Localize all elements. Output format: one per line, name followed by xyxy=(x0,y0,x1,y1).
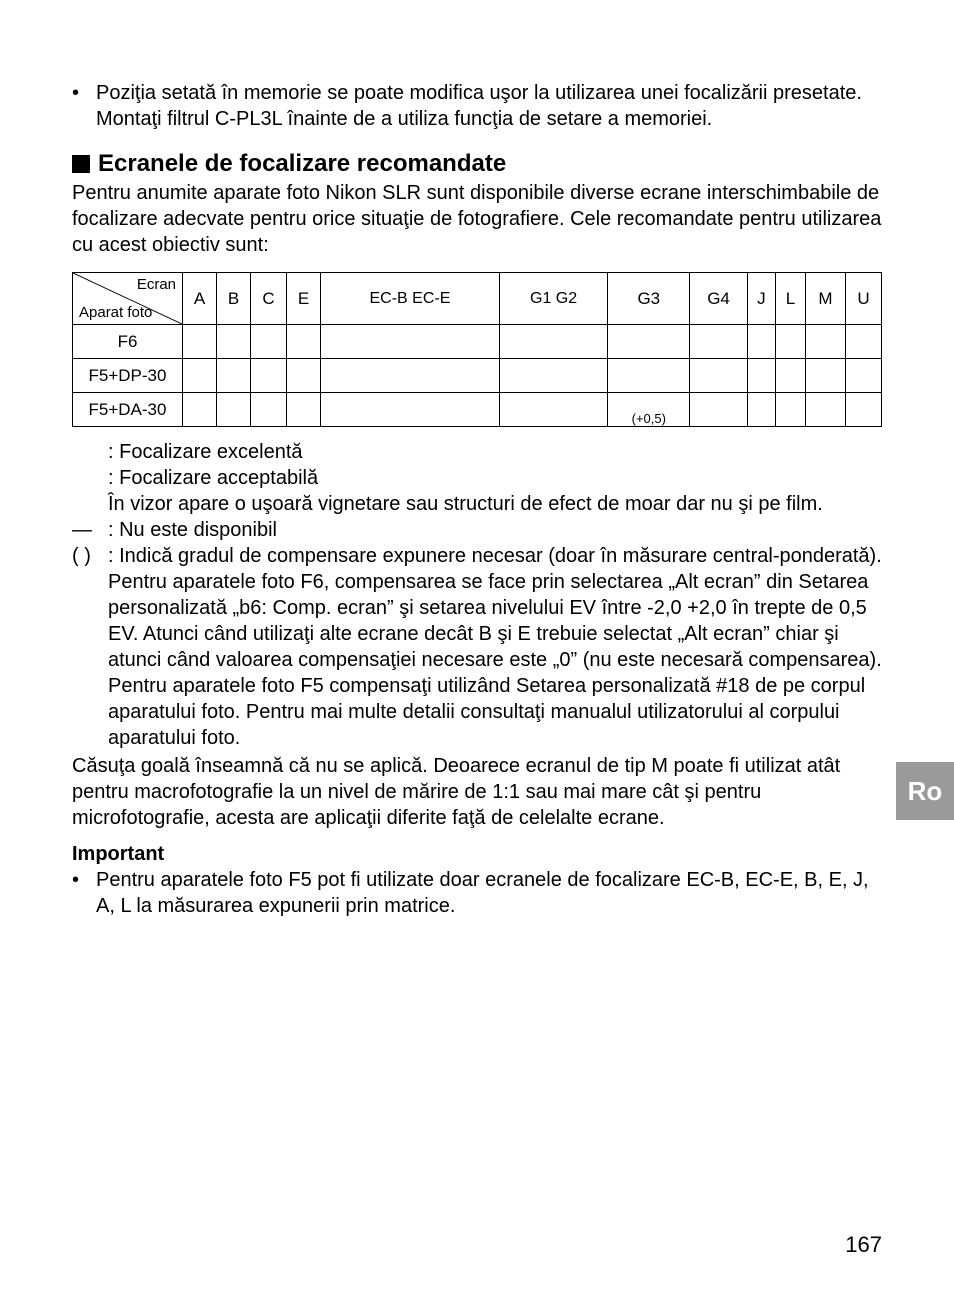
cell xyxy=(499,325,608,359)
top-note: • Poziţia setată în memorie se poate mod… xyxy=(72,80,882,132)
cell xyxy=(321,393,500,427)
cell xyxy=(183,393,217,427)
section-heading: Ecranele de focalizare recomandate xyxy=(72,150,882,178)
cell xyxy=(747,325,775,359)
legend-item: : Focalizare excelentă xyxy=(72,439,882,465)
legend-item: : Focalizare acceptabilă În vizor apare … xyxy=(72,465,882,517)
legend-body: : Indică gradul de compensare expunere n… xyxy=(108,543,882,751)
col-hdr: G3 xyxy=(608,273,690,325)
cell xyxy=(251,393,287,427)
language-tab: Ro xyxy=(896,762,954,820)
cell xyxy=(845,359,881,393)
col-hdr: J xyxy=(747,273,775,325)
cell xyxy=(217,359,251,393)
cell xyxy=(775,325,805,359)
cell xyxy=(690,325,748,359)
bullet-dot-icon: • xyxy=(72,80,96,132)
cell xyxy=(499,393,608,427)
cell xyxy=(217,325,251,359)
cell xyxy=(690,359,748,393)
legend-body: : Nu este disponibil xyxy=(108,517,882,543)
cell xyxy=(747,393,775,427)
col-hdr: M xyxy=(806,273,846,325)
top-note-text: Poziţia setată în memorie se poate modif… xyxy=(96,80,882,132)
cell xyxy=(287,359,321,393)
heading-text: Ecranele de focalizare recomandate xyxy=(98,150,506,178)
cell xyxy=(251,325,287,359)
page-content: • Poziţia setată în memorie se poate mod… xyxy=(0,0,954,959)
legend-key: — xyxy=(72,517,108,543)
table-row: F6 xyxy=(73,325,882,359)
cell xyxy=(806,393,846,427)
legend-item: — : Nu este disponibil xyxy=(72,517,882,543)
legend-body: : Focalizare acceptabilă În vizor apare … xyxy=(108,465,882,517)
cell xyxy=(608,325,690,359)
cell xyxy=(217,393,251,427)
cell xyxy=(499,359,608,393)
legend-key xyxy=(72,465,108,517)
col-hdr: L xyxy=(775,273,805,325)
diag-top-label: Ecran xyxy=(137,276,176,293)
cell xyxy=(321,325,500,359)
cell xyxy=(806,359,846,393)
col-hdr: C xyxy=(251,273,287,325)
page-number: 167 xyxy=(845,1232,882,1258)
cell xyxy=(183,359,217,393)
important-heading: Important xyxy=(72,841,882,867)
legend: : Focalizare excelentă : Focalizare acce… xyxy=(72,439,882,831)
diag-bot-label: Aparat foto xyxy=(79,304,152,321)
cell xyxy=(747,359,775,393)
important-bullet: • Pentru aparatele foto F5 pot fi utiliz… xyxy=(72,867,882,919)
section-intro: Pentru anumite aparate foto Nikon SLR su… xyxy=(72,180,882,258)
cell xyxy=(321,359,500,393)
col-hdr: U xyxy=(845,273,881,325)
cell xyxy=(183,325,217,359)
cell xyxy=(690,393,748,427)
cell xyxy=(608,359,690,393)
col-hdr: G4 xyxy=(690,273,748,325)
legend-key: ( ) xyxy=(72,543,108,751)
cell xyxy=(287,393,321,427)
important-text: Pentru aparatele foto F5 pot fi utilizat… xyxy=(96,867,882,919)
col-hdr: EC-B EC-E xyxy=(321,273,500,325)
cell xyxy=(287,325,321,359)
table-row: F5+DP-30 xyxy=(73,359,882,393)
bullet-dot-icon: • xyxy=(72,867,96,919)
table-row: F5+DA-30 (+0,5) xyxy=(73,393,882,427)
legend-footer: Căsuţa goală înseamnă că nu se aplică. D… xyxy=(72,753,882,831)
col-hdr: B xyxy=(217,273,251,325)
square-icon xyxy=(72,155,90,173)
cell xyxy=(775,393,805,427)
legend-body: : Focalizare excelentă xyxy=(108,439,882,465)
cell xyxy=(251,359,287,393)
table-diag-header: Ecran Aparat foto xyxy=(73,273,183,325)
col-hdr: E xyxy=(287,273,321,325)
cell xyxy=(845,393,881,427)
cell xyxy=(775,359,805,393)
cell: (+0,5) xyxy=(608,393,690,427)
focus-screen-table: Ecran Aparat foto A B C E EC-B EC-E G1 G… xyxy=(72,272,882,427)
row-label: F5+DP-30 xyxy=(73,359,183,393)
legend-item: ( ) : Indică gradul de compensare expune… xyxy=(72,543,882,751)
row-label: F6 xyxy=(73,325,183,359)
col-hdr: A xyxy=(183,273,217,325)
row-label: F5+DA-30 xyxy=(73,393,183,427)
col-hdr: G1 G2 xyxy=(499,273,608,325)
cell xyxy=(845,325,881,359)
legend-key xyxy=(72,439,108,465)
cell xyxy=(806,325,846,359)
